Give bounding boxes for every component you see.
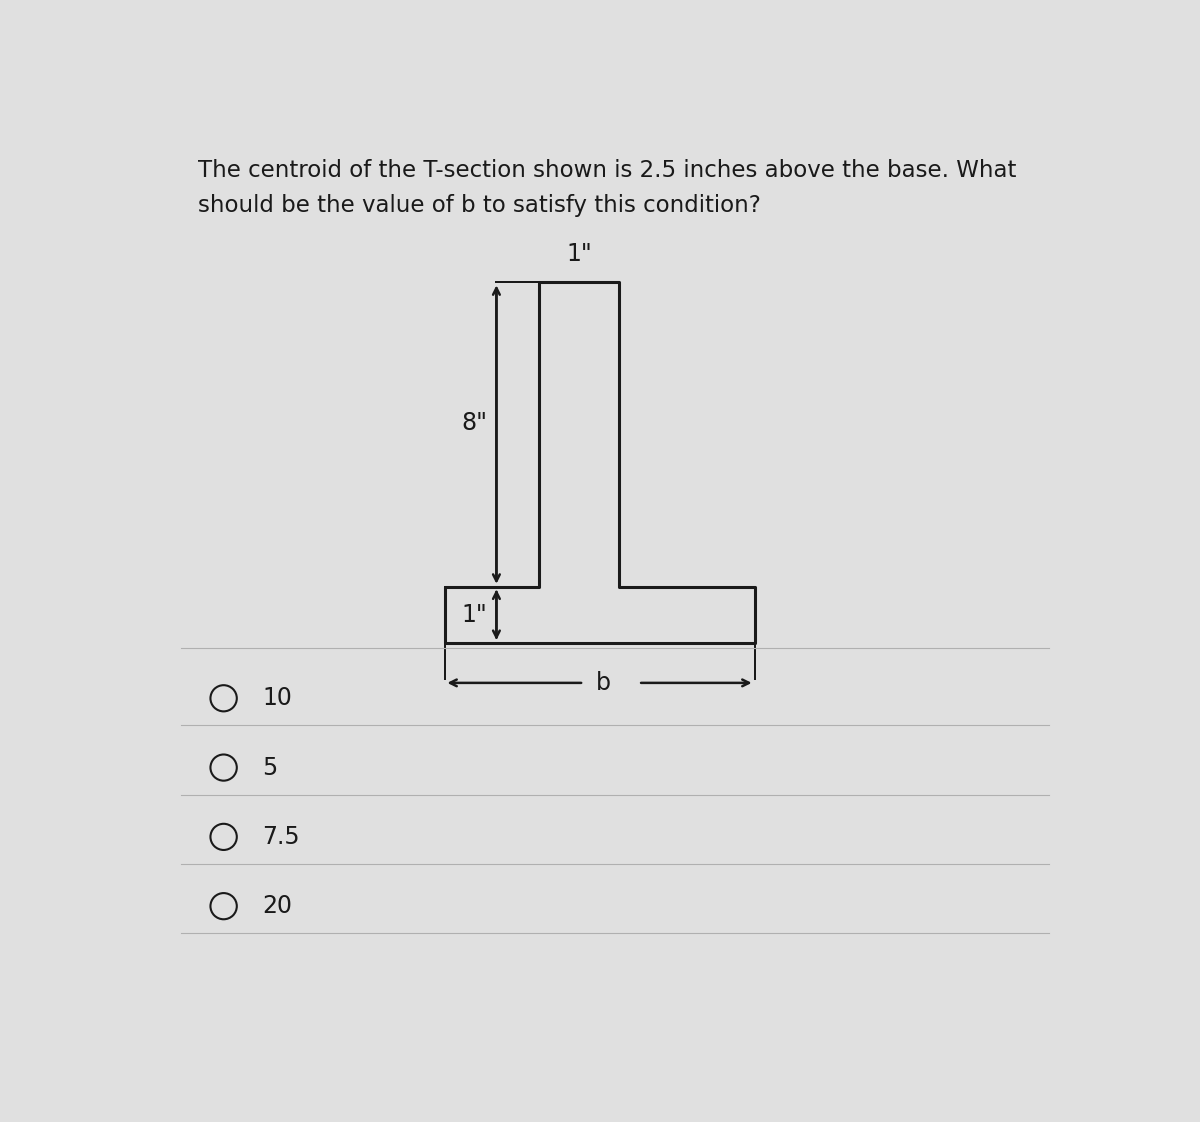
Text: 10: 10 xyxy=(263,687,293,710)
Text: should be the value of b to satisfy this condition?: should be the value of b to satisfy this… xyxy=(198,194,761,217)
Text: b: b xyxy=(596,671,611,695)
Text: 5: 5 xyxy=(263,755,277,780)
Text: 7.5: 7.5 xyxy=(263,825,300,849)
Text: 1": 1" xyxy=(461,603,487,627)
Text: 8": 8" xyxy=(461,411,487,435)
Text: The centroid of the T-section shown is 2.5 inches above the base. What: The centroid of the T-section shown is 2… xyxy=(198,159,1016,182)
Text: 1": 1" xyxy=(566,241,592,266)
Text: 20: 20 xyxy=(263,894,293,918)
